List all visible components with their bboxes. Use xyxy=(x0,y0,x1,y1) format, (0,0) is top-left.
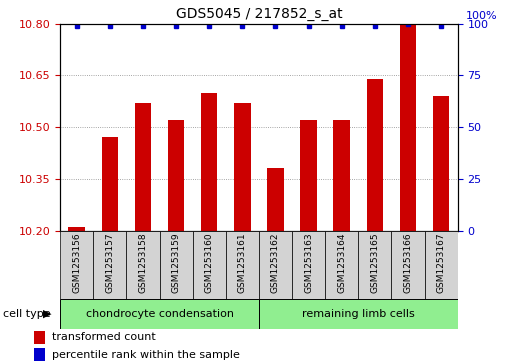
Text: GSM1253157: GSM1253157 xyxy=(105,233,115,293)
Text: remaining limb cells: remaining limb cells xyxy=(302,309,415,319)
Text: GSM1253166: GSM1253166 xyxy=(403,233,413,293)
Bar xyxy=(400,24,416,231)
Text: chondrocyte condensation: chondrocyte condensation xyxy=(86,309,233,319)
Bar xyxy=(135,103,151,231)
Text: cell type: cell type xyxy=(3,309,50,319)
Bar xyxy=(292,231,325,299)
Text: GSM1253163: GSM1253163 xyxy=(304,233,313,293)
Text: GSM1253158: GSM1253158 xyxy=(139,233,147,293)
Text: GSM1253165: GSM1253165 xyxy=(370,233,379,293)
Bar xyxy=(358,231,391,299)
Text: GSM1253161: GSM1253161 xyxy=(238,233,247,293)
Text: 100%: 100% xyxy=(466,11,497,21)
Bar xyxy=(226,231,259,299)
Bar xyxy=(93,231,127,299)
Bar xyxy=(300,120,317,231)
Bar xyxy=(259,299,458,329)
Bar xyxy=(160,231,192,299)
Text: GSM1253164: GSM1253164 xyxy=(337,233,346,293)
Bar xyxy=(127,231,160,299)
Bar xyxy=(367,79,383,231)
Bar xyxy=(334,120,350,231)
Bar xyxy=(325,231,358,299)
Bar xyxy=(425,231,458,299)
Bar xyxy=(60,299,259,329)
Bar xyxy=(192,231,226,299)
Bar xyxy=(201,93,218,231)
Text: transformed count: transformed count xyxy=(52,333,156,342)
Bar xyxy=(34,331,46,344)
Text: GSM1253159: GSM1253159 xyxy=(172,233,180,293)
Text: percentile rank within the sample: percentile rank within the sample xyxy=(52,350,240,360)
Text: GSM1253156: GSM1253156 xyxy=(72,233,81,293)
Bar xyxy=(391,231,425,299)
Bar xyxy=(267,168,283,231)
Bar xyxy=(259,231,292,299)
Text: GSM1253160: GSM1253160 xyxy=(204,233,214,293)
Bar xyxy=(60,231,93,299)
Text: GSM1253162: GSM1253162 xyxy=(271,233,280,293)
Bar xyxy=(101,137,118,231)
Text: GSM1253167: GSM1253167 xyxy=(437,233,446,293)
Bar xyxy=(34,348,46,361)
Bar xyxy=(168,120,185,231)
Bar xyxy=(433,96,449,231)
Title: GDS5045 / 217852_s_at: GDS5045 / 217852_s_at xyxy=(176,7,342,21)
Bar xyxy=(234,103,251,231)
Text: ▶: ▶ xyxy=(43,309,51,319)
Bar xyxy=(69,227,85,231)
